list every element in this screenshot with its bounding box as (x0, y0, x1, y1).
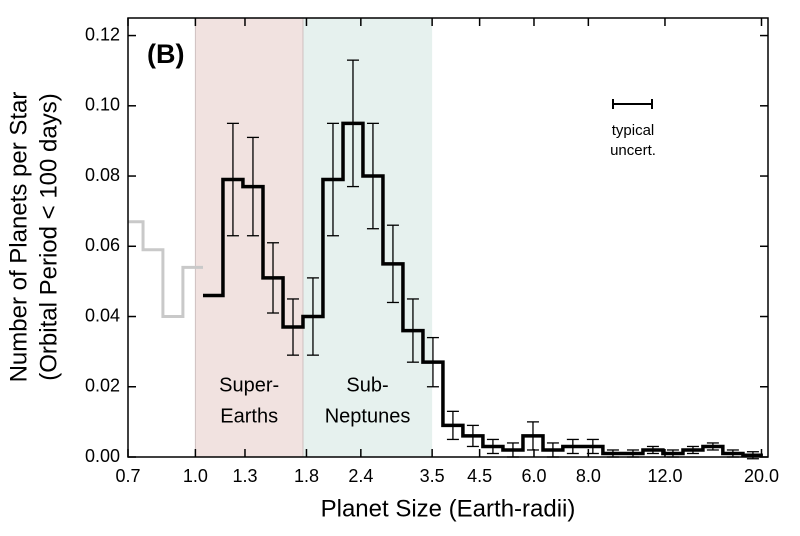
region (195, 18, 303, 457)
y-tick-label: 0.00 (85, 446, 120, 466)
x-tick-label: 4.5 (467, 466, 492, 486)
x-tick-label: 8.0 (576, 466, 601, 486)
region-label: Neptunes (325, 405, 411, 427)
annotation: uncert. (610, 142, 656, 159)
annotation: typical (612, 122, 655, 139)
region-label: Super- (219, 374, 279, 396)
marks (128, 59, 763, 460)
region-label: Earths (220, 405, 278, 427)
x-tick-label: 1.8 (294, 466, 319, 486)
plot-frame (127, 17, 769, 458)
y-tick-label: 0.08 (85, 165, 120, 185)
x-tick-label: 1.0 (183, 466, 208, 486)
regions: Super- Earths Sub- Neptunes (194, 18, 433, 457)
x-tick-label: 20.0 (744, 466, 779, 486)
histogram-step (128, 220, 203, 319)
y-tick-label: 0.06 (85, 235, 120, 255)
y-tick-label: 0.02 (85, 376, 120, 396)
y-tick-label: 0.10 (85, 95, 120, 115)
chart-title: (B) (147, 39, 184, 69)
y-axis-label: Number of Planets per Star (5, 92, 32, 383)
y-axis-label: (Orbital Period < 100 days) (35, 93, 62, 380)
x-tick-label: 0.7 (115, 466, 140, 486)
y-tick-label: 0.04 (85, 305, 120, 325)
x-tick-label: 3.5 (420, 466, 445, 486)
region-label: Sub- (346, 374, 388, 396)
x-tick-label: 6.0 (521, 466, 546, 486)
x-tick-label: 2.4 (348, 466, 373, 486)
y-tick-label: 0.12 (85, 24, 120, 44)
x-tick-label: 1.3 (232, 466, 257, 486)
x-axis-label: Planet Size (Earth-radii) (321, 495, 576, 522)
x-tick-label: 12.0 (647, 466, 682, 486)
